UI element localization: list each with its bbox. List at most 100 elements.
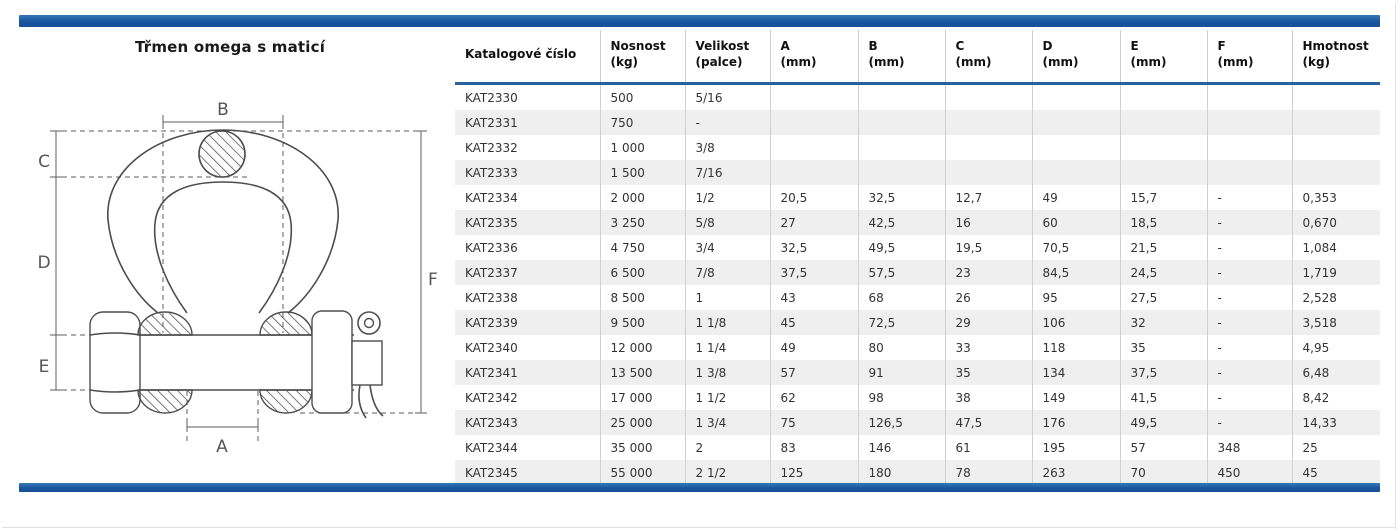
table-cell: - [1207, 285, 1293, 310]
table-cell [770, 135, 859, 160]
hex-nut-facet-bottom [89, 389, 141, 393]
table-cell: 27,5 [1120, 285, 1208, 310]
table-cell: 348 [1207, 435, 1293, 460]
table-cell: KAT2340 [455, 335, 601, 360]
table-cell: 4,95 [1302, 340, 1330, 355]
table-header-row: Katalogové číslo Nosnost (kg) Velikost (palc… [455, 30, 1380, 85]
table-cell: 83 [770, 435, 859, 460]
table-cell [770, 83, 859, 110]
table-cell: 20,5 [770, 185, 859, 210]
table-cell: 57,5 [858, 260, 946, 285]
cotter-pin-leg-1 [358, 384, 367, 419]
table-cell: KAT2336 [455, 235, 601, 260]
table-cell: 70 [1120, 460, 1208, 485]
table-row: KAT2335 3 250 5/8 27 42,5 16 60 18,5-0,670 [455, 210, 1380, 235]
table-row: KAT2331 750- [455, 110, 1380, 135]
table-cell: KAT2344 [455, 435, 601, 460]
column-header: D (mm) [1032, 30, 1121, 85]
table-cell: 126,5 [858, 410, 946, 435]
table-cell: - [1207, 235, 1293, 260]
cotter-pin-leg-2 [369, 384, 384, 417]
table-cell: 3 250 [600, 210, 686, 235]
dim-label-e: E [39, 357, 50, 377]
column-header: Katalogové číslo [455, 30, 601, 85]
table-cell: 18,5 [1120, 210, 1208, 235]
table-cell: 37,5 [1120, 360, 1208, 385]
cotter-pin-ring-inner [363, 317, 375, 329]
table-cell: 49 [1032, 185, 1121, 210]
table-cell: KAT2343 [455, 410, 601, 435]
table-cell: 68 [858, 285, 946, 310]
table-row: KAT2345 55 000 2 1/2 125 180 78 263 70 450 45 [455, 460, 1380, 485]
table-cell: 1 1/8 [685, 310, 771, 335]
table-cell [1207, 110, 1293, 135]
table-cell: 49,5 [1120, 410, 1208, 435]
table-cell [858, 135, 946, 160]
table-cell: - [1207, 360, 1293, 385]
table-cell: 3/8 [685, 135, 771, 160]
table-cell: 32,5 [858, 185, 946, 210]
table-cell: 33 [945, 335, 1033, 360]
table-cell: - [1207, 410, 1293, 435]
table-cell: 1 3/4 [685, 410, 771, 435]
table-cell: 17 000 [600, 385, 686, 410]
table-cell: 195 [1032, 435, 1121, 460]
table-row: KAT2340 12 000 1 1/4 49 80 33 118 35-4,95 [455, 335, 1380, 360]
table-cell: KAT2345 [455, 460, 601, 485]
table-cell: 25 [1302, 440, 1318, 455]
table-cell: KAT2335 [455, 210, 601, 235]
table-cell [1207, 83, 1293, 110]
table-cell: 9 500 [600, 310, 686, 335]
table-row: KAT2333 1 500 7/16 [455, 160, 1380, 185]
table-cell: KAT2334 [455, 185, 601, 210]
table-row: KAT2341 13 500 1 3/8 57 91 35 134 37,5-6,48 [455, 360, 1380, 385]
table-cell: 500 [600, 83, 686, 110]
table-cell: 750 [600, 110, 686, 135]
table-cell: - [1207, 385, 1293, 410]
table-cell: 1/2 [685, 185, 771, 210]
table-cell: 146 [858, 435, 946, 460]
table-cell: 1 3/8 [685, 360, 771, 385]
spec-table: Katalogové číslo Nosnost (kg) Velikost (palc… [455, 30, 1380, 485]
column-header: C (mm) [945, 30, 1033, 85]
table-cell: 1,719 [1302, 265, 1337, 280]
table-cell [1207, 135, 1293, 160]
table-cell: 49,5 [858, 235, 946, 260]
table-cell: 57 [1120, 435, 1208, 460]
table-cell: 84,5 [1032, 260, 1121, 285]
table-cell [1292, 160, 1380, 185]
table-cell [1032, 83, 1121, 110]
table-cell: KAT2330 [455, 83, 601, 110]
table-body: KAT2330 500 5/16 KAT2331 750- KAT2332 1 000 3/8… [455, 83, 1380, 485]
table-cell: KAT2331 [455, 110, 601, 135]
table-row: KAT2336 4 750 3/4 32,5 49,5 19,5 70,5 21,5-1,08… [455, 235, 1380, 260]
table-cell: 23 [945, 260, 1033, 285]
table-cell: - [685, 110, 771, 135]
table-cell: 450 [1207, 460, 1293, 485]
column-header: Velikost (palce) [685, 30, 771, 85]
table-cell: 12,7 [945, 185, 1033, 210]
table-cell: 16 [945, 210, 1033, 235]
table-cell [1120, 83, 1208, 110]
dim-label-d: D [37, 253, 50, 273]
table-cell: 6,48 [1302, 365, 1330, 380]
table-cell [945, 160, 1033, 185]
table-row: KAT2332 1 000 3/8 [455, 135, 1380, 160]
table-cell: 5/16 [685, 83, 771, 110]
diagram-panel: Třmen omega s maticí [10, 30, 450, 480]
table-cell: 149 [1032, 385, 1121, 410]
table-cell [1292, 84, 1380, 111]
table-cell: 134 [1032, 360, 1121, 385]
table-cell: - [1207, 335, 1293, 360]
table-row: KAT2344 35 000 2 83 146 61 195 57 348 25 [455, 435, 1380, 460]
table-cell: 0,670 [1302, 215, 1337, 230]
table-cell: 27 [770, 210, 859, 235]
table-cell: 26 [945, 285, 1033, 310]
shackle-bow-outer [107, 129, 339, 314]
table-cell: 32 [1120, 310, 1208, 335]
table-cell: 70,5 [1032, 235, 1121, 260]
hex-nut [89, 311, 141, 414]
table-cell [1032, 160, 1121, 185]
table-row: KAT2342 17 000 1 1/2 62 98 38 149 41,5-8,42 [455, 385, 1380, 410]
